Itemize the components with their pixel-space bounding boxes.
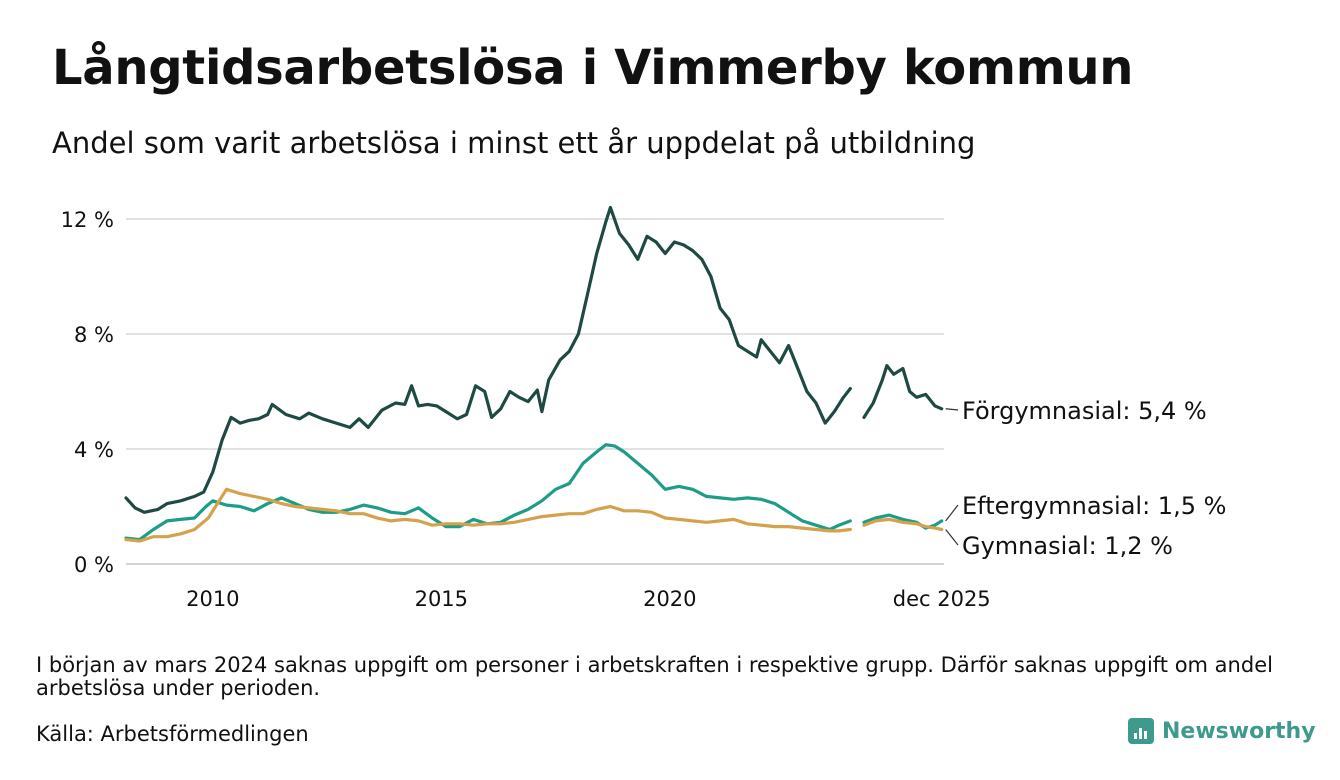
chart-subtitle: Andel som varit arbetslösa i minst ett å… bbox=[52, 126, 976, 160]
series-line-förgymnasial bbox=[124, 205, 944, 514]
label-leader-eftergymnasial bbox=[945, 504, 959, 522]
bar-chart-bubble-icon bbox=[1128, 718, 1154, 744]
y-tick-label: 4 % bbox=[74, 438, 114, 462]
line-chart: 0 % 4 % 8 % 12 % 2010 2015 2020 dec 2025 Förgymn… bbox=[61, 205, 1226, 611]
chart-note: I början av mars 2024 saknas uppgift om … bbox=[36, 653, 1273, 700]
label-leader-förgymnasial bbox=[945, 408, 959, 411]
label-leader-gymnasial bbox=[945, 529, 959, 546]
series-label-eftergymnasial: Eftergymnasial: 1,5 % bbox=[962, 492, 1226, 520]
y-tick-label: 8 % bbox=[74, 323, 114, 347]
x-tick-label: 2020 bbox=[643, 587, 696, 611]
newsworthy-logo[interactable]: Newsworthy bbox=[1128, 718, 1316, 744]
series-label-gymnasial: Gymnasial: 1,2 % bbox=[962, 532, 1173, 560]
series-line-eftergymnasial bbox=[124, 443, 944, 542]
x-tick-label: dec 2025 bbox=[893, 587, 991, 611]
source-credit: Källa: Arbetsförmedlingen bbox=[36, 722, 309, 746]
x-tick-label: 2010 bbox=[186, 587, 239, 611]
y-tick-label: 0 % bbox=[74, 553, 114, 577]
series-line-gymnasial bbox=[124, 487, 944, 543]
chart-title: Långtidsarbetslösa i Vimmerby kommun bbox=[52, 40, 1134, 96]
series-label-förgymnasial: Förgymnasial: 5,4 % bbox=[962, 397, 1207, 425]
y-tick-label: 12 % bbox=[61, 208, 114, 232]
logo-text: Newsworthy bbox=[1162, 718, 1316, 744]
x-tick-label: 2015 bbox=[415, 587, 468, 611]
